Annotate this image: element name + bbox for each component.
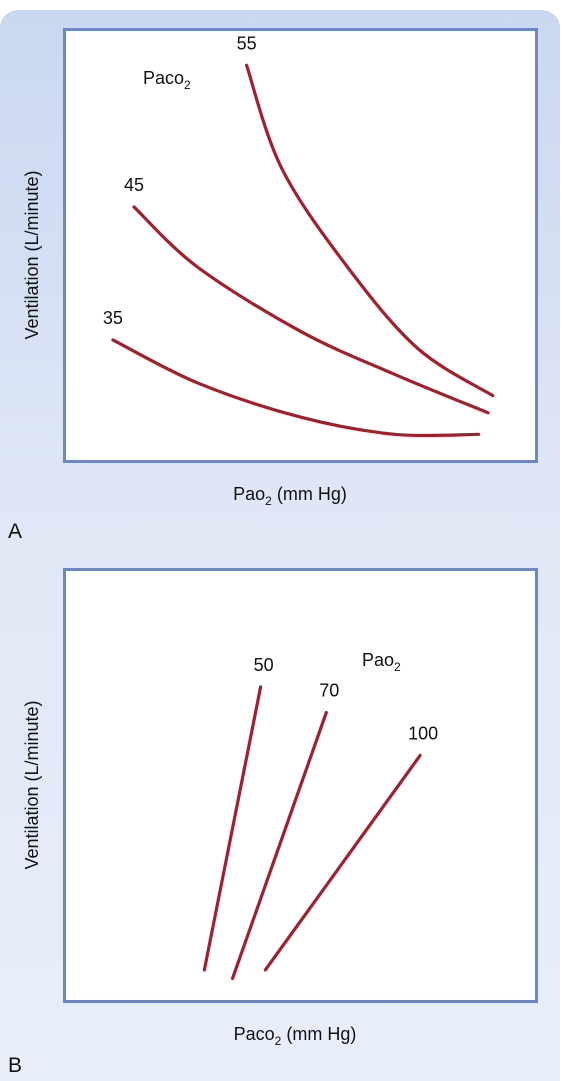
panel-a-series-35-label: 35: [103, 308, 123, 328]
panel-b-series-100-line: [263, 753, 422, 972]
panel-a-series-group: 55 45 35: [103, 33, 495, 438]
panel-a-series-55-line: [245, 63, 495, 398]
panel-b-letter: B: [8, 1054, 23, 1077]
panel-b-x-axis-label: Paco2 (mm Hg): [234, 1024, 357, 1048]
panel-b-series-50-line: [202, 685, 263, 972]
panel-b-series-group: 50 70 100: [202, 655, 438, 981]
panel-a-series-45-line: [132, 205, 490, 415]
panel-b-series-70-label: 70: [319, 681, 339, 701]
panel-a-legend-title: Paco2: [143, 68, 191, 92]
panel-a-x-axis-label: Pao2 (mm Hg): [233, 484, 347, 508]
panel-a-plot-area: [63, 28, 538, 463]
panel-a-y-axis-label: Ventilation (L/minute): [22, 170, 42, 339]
panel-a-series-55-label: 55: [237, 33, 257, 53]
panel-b-series-50-label: 50: [254, 655, 274, 675]
panel-b-legend-title: Pao2: [362, 650, 401, 674]
panel-b-series-70-line: [230, 710, 328, 981]
panel-a-series-35-line: [111, 338, 481, 438]
panel-a-series-45-label: 45: [124, 175, 144, 195]
panel-a-letter: A: [8, 520, 23, 543]
panel-b-series-100-label: 100: [408, 724, 438, 744]
panel-b-y-axis-label: Ventilation (L/minute): [22, 700, 42, 869]
